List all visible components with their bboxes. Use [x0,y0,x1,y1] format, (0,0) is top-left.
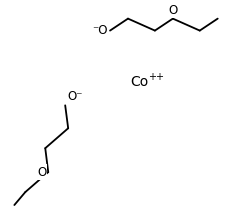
Text: O: O [168,4,178,17]
Text: Co: Co [130,75,148,89]
Text: ++: ++ [148,73,164,82]
Text: O⁻: O⁻ [67,90,83,103]
Text: ⁻O: ⁻O [93,24,108,37]
Text: O: O [37,166,46,179]
